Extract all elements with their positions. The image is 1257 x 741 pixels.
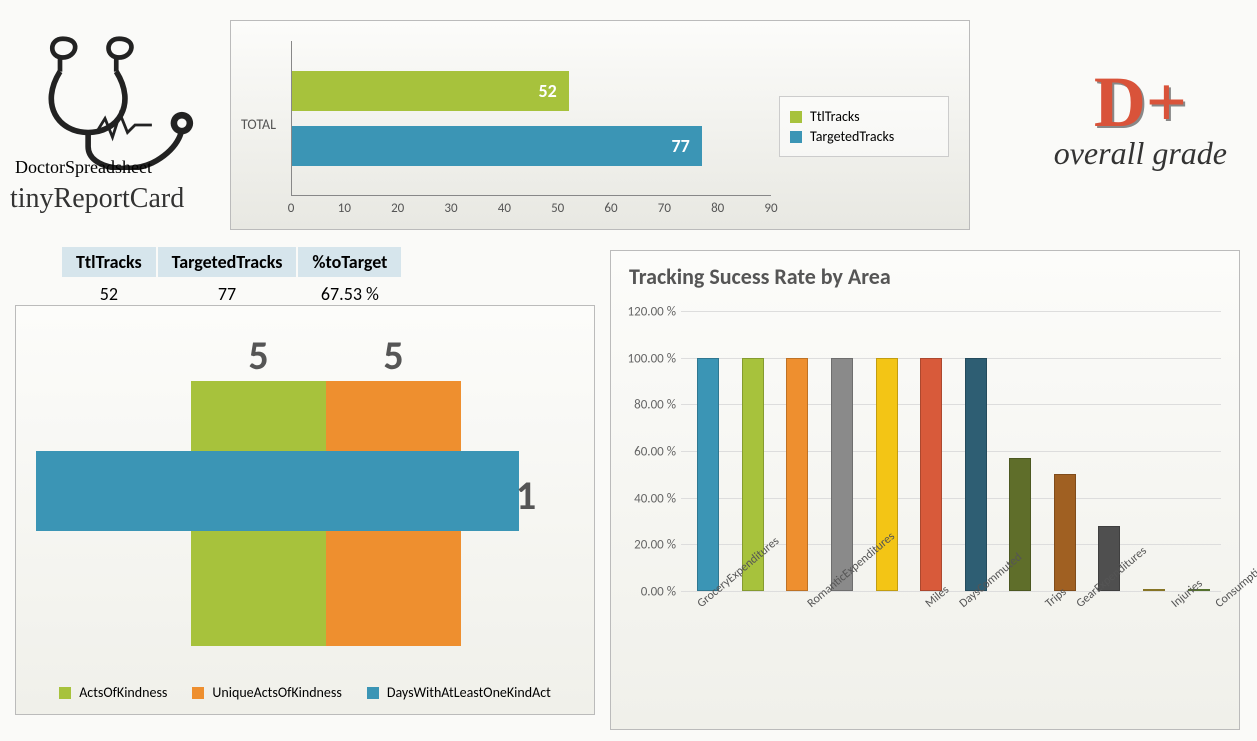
top-bar-targetedtracks: 77 — [292, 126, 702, 166]
kind-bar-DaysWithAtLeastOneKindAct — [36, 451, 519, 531]
summary-table: TtlTracksTargetedTracks%toTarget 527767.… — [60, 245, 403, 311]
area-bar-GearExpenditures — [920, 358, 942, 591]
area-bar-Weight — [1054, 474, 1076, 591]
kind-bar-value: 1 — [516, 471, 536, 520]
y-tick-label: 20.00 % — [621, 538, 676, 553]
area-bar-slot — [686, 358, 731, 591]
top-bar-ttltracks: 52 — [292, 71, 569, 111]
y-tick-label: 0.00 % — [621, 585, 676, 600]
kindness-plot: 5 5 1 — [36, 321, 574, 661]
top-tick: 80 — [711, 201, 724, 216]
top-chart-category: TOTAL — [241, 116, 276, 133]
kind-bar-value: 5 — [248, 331, 268, 380]
grade-subtitle: overall grade — [1054, 135, 1227, 172]
top-tick: 70 — [658, 201, 671, 216]
legend-item: TargetedTracks — [790, 128, 938, 145]
area-bar-slot — [1043, 474, 1088, 591]
area-bar-GroceryExpenditures — [697, 358, 719, 591]
top-tick: 90 — [764, 201, 777, 216]
grade-letter: D+ — [1054, 70, 1227, 135]
area-bar-Injuries — [965, 358, 987, 591]
table-header: TargetedTracks — [158, 247, 297, 277]
table-header: %toTarget — [298, 247, 401, 277]
y-tick-label: 100.00 % — [621, 351, 676, 366]
top-tick: 30 — [444, 201, 457, 216]
kindness-chart: 5 5 1 ActsOfKindness UniqueActsOfKindness Da… — [15, 305, 595, 715]
area-chart-xaxis: GroceryExpendituresRomanticExpendituresM… — [681, 596, 1221, 622]
top-tick: 40 — [498, 201, 511, 216]
top-tick: 0 — [288, 201, 295, 216]
top-tick: 10 — [338, 201, 351, 216]
legend-item: DaysWithAtLeastOneKindAct — [367, 684, 551, 701]
legend-item: UniqueActsOfKindness — [192, 684, 341, 701]
top-tick: 60 — [604, 201, 617, 216]
area-bar-slot — [909, 358, 954, 591]
page-title: tinyReportCard — [10, 183, 220, 215]
area-bar-Miles — [786, 358, 808, 591]
area-chart-title: Tracking Sucess Rate by Area — [611, 251, 1239, 302]
y-tick-label: 80.00 % — [621, 398, 676, 413]
legend-item: ActsOfKindness — [59, 684, 167, 701]
total-tracks-chart: TOTAL 5277 0102030405060708090 TtlTracks… — [230, 20, 970, 230]
area-success-chart: Tracking Sucess Rate by Area 0.00 % 20.00… — [610, 250, 1240, 730]
top-tick: 50 — [551, 201, 564, 216]
y-tick-label: 40.00 % — [621, 491, 676, 506]
legend-item: TtlTracks — [790, 108, 938, 125]
kindness-legend: ActsOfKindness UniqueActsOfKindness DaysWi… — [16, 681, 594, 704]
table-header: TtlTracks — [62, 247, 156, 277]
y-tick-label: 60.00 % — [621, 445, 676, 460]
overall-grade: D+ overall grade — [1054, 70, 1227, 172]
table-header-row: TtlTracksTargetedTracks%toTarget — [62, 247, 401, 277]
top-chart-legend: TtlTracks TargetedTracks — [779, 96, 949, 157]
y-tick-label: 120.00 % — [621, 305, 676, 320]
logo-area: DoctorSpreadsheet tinyReportCard — [10, 20, 220, 215]
area-bar-slot — [775, 358, 820, 591]
stethoscope-icon — [10, 20, 200, 170]
top-chart-plot: 5277 — [291, 41, 771, 196]
kind-bar-value: 5 — [383, 331, 403, 380]
top-tick: 20 — [391, 201, 404, 216]
